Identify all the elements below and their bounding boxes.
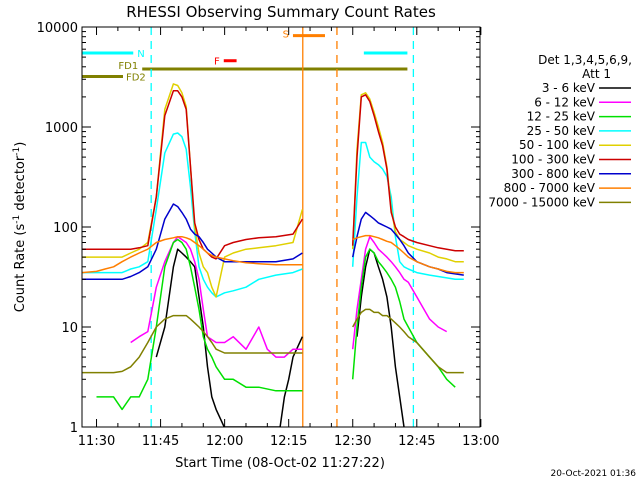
legend-entry-label: 6 - 12 keV [534, 95, 596, 109]
x-axis-label: Start Time (08-Oct-02 11:27:22) [175, 456, 385, 471]
chart-title: RHESSI Observing Summary Count Rates [126, 3, 436, 21]
legend-entry-label: 7000 - 15000 keV [488, 195, 595, 209]
legend-entry-label: 800 - 7000 keV [504, 181, 596, 195]
y-tick-label: 1 [70, 421, 78, 436]
flag-label: S [283, 30, 289, 41]
flag-label: FD1 [118, 61, 138, 72]
y-tick-label: 10 [61, 321, 78, 336]
x-tick-label: 11:45 [142, 434, 179, 449]
x-tick-label: 12:00 [206, 434, 243, 449]
legend-entry-label: 3 - 6 keV [542, 81, 596, 95]
legend-entry-label: 50 - 100 keV [519, 138, 596, 152]
legend-header-line-1: Det 1,3,4,5,6,9, [538, 53, 632, 67]
x-tick-label: 12:30 [334, 434, 371, 449]
y-tick-label: 1000 [45, 121, 78, 136]
flag-label: N [137, 49, 144, 60]
legend-entry-label: 25 - 50 keV [527, 124, 596, 138]
timestamp: 20-Oct-2021 01:36 [551, 469, 637, 479]
y-tick-label: 100 [53, 221, 78, 236]
x-tick-label: 13:00 [462, 434, 499, 449]
x-tick-label: 12:15 [270, 434, 307, 449]
y-axis-label: Count Rate (s-1 detector-1) [12, 142, 28, 313]
flag-label: F [214, 57, 220, 68]
y-tick-label: 10000 [37, 21, 78, 36]
flag-label: FD2 [126, 72, 146, 83]
legend-entry-label: 100 - 300 keV [511, 153, 595, 167]
legend-entry-label: 300 - 800 keV [511, 167, 595, 181]
x-tick-label: 12:45 [398, 434, 435, 449]
legend-header-line-2: Att 1 [582, 67, 611, 81]
x-tick-label: 11:30 [78, 434, 115, 449]
legend-entry-label: 12 - 25 keV [527, 110, 596, 124]
